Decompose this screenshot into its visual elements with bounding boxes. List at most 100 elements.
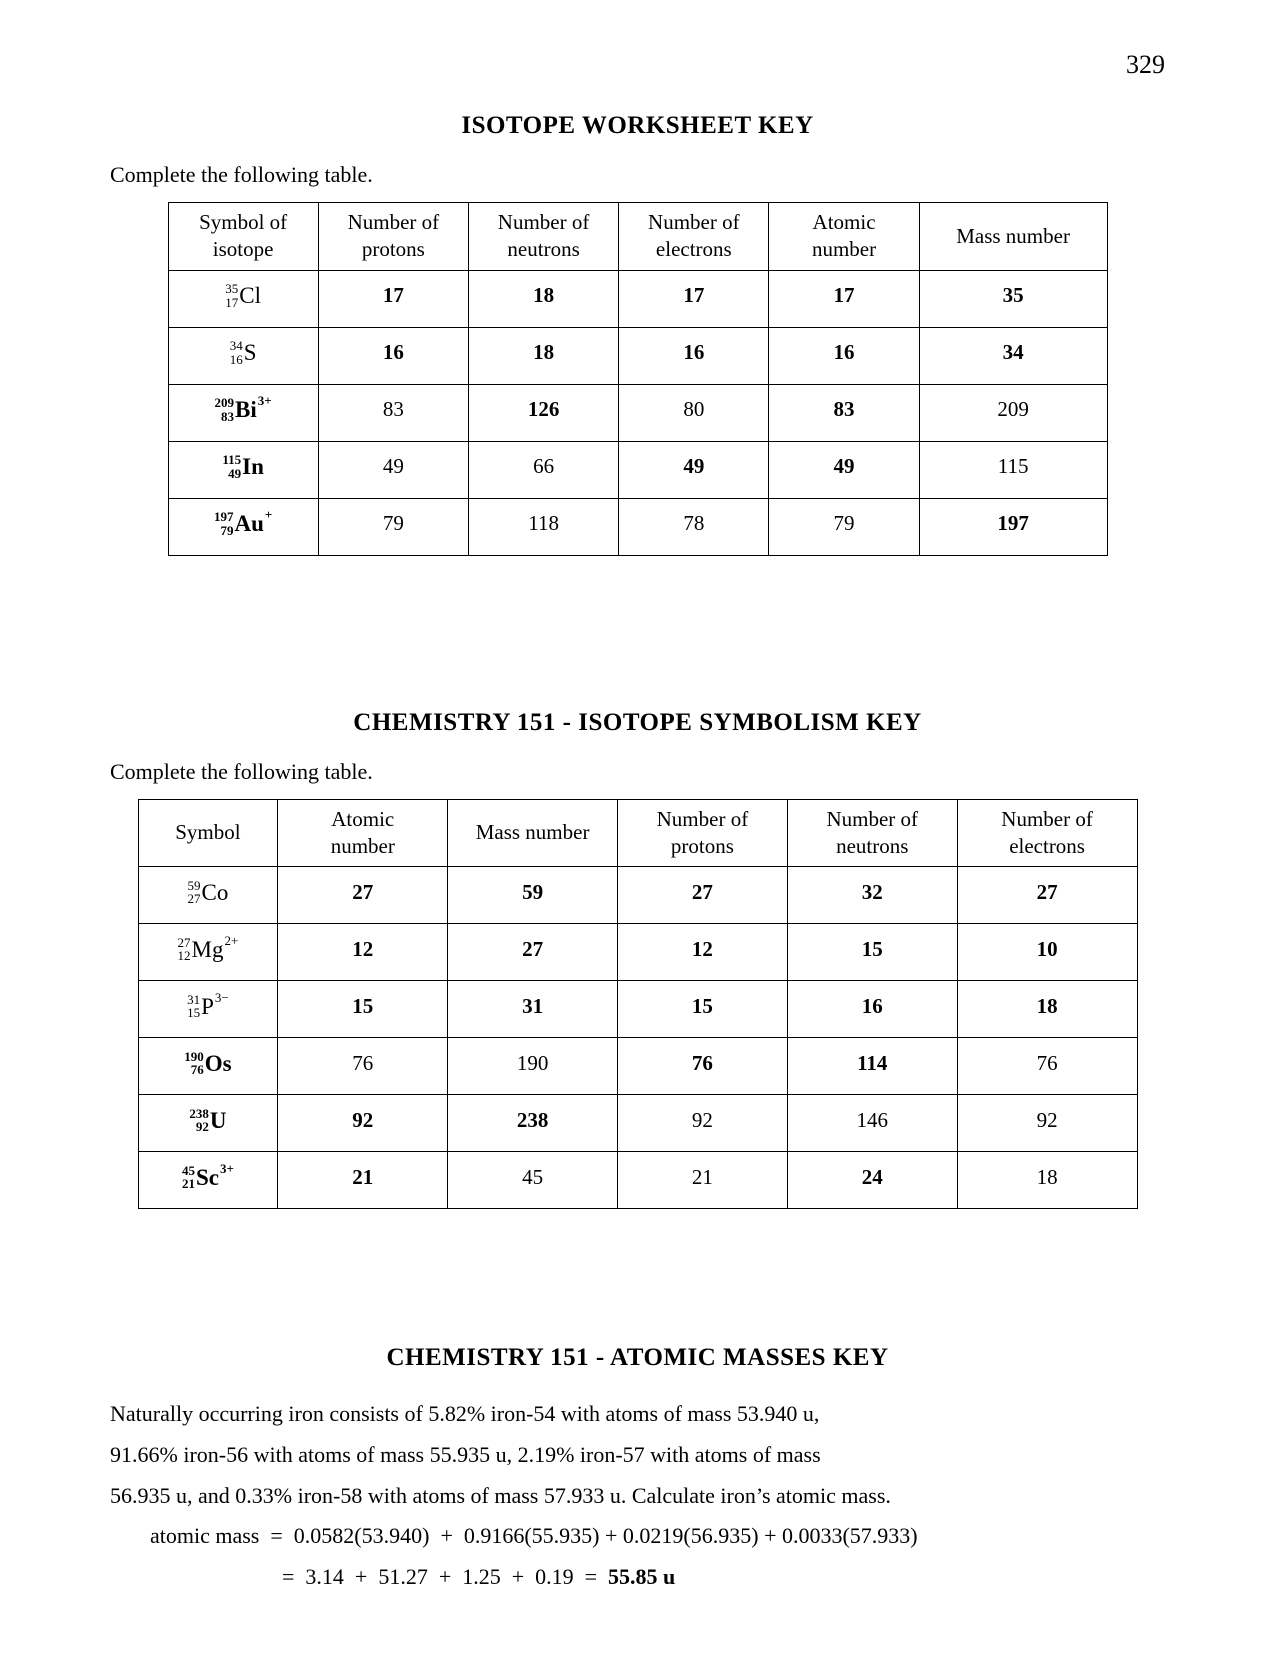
value-cell: 21 — [618, 1152, 788, 1209]
value-cell: 16 — [787, 981, 957, 1038]
value-cell: 10 — [957, 924, 1137, 981]
calc-label: atomic mass — [150, 1523, 259, 1548]
value-cell: 27 — [957, 867, 1137, 924]
symbol-cell: 3115P3− — [138, 981, 278, 1038]
section1-title: ISOTOPE WORKSHEET KEY — [110, 112, 1165, 140]
symbol-cell: 20983Bi3+ — [168, 384, 318, 441]
column-header: Symbol ofisotope — [168, 203, 318, 271]
value-cell: 34 — [919, 327, 1107, 384]
symbol-cell: 19076Os — [138, 1038, 278, 1095]
value-cell: 126 — [468, 384, 618, 441]
value-cell: 78 — [619, 498, 769, 555]
value-cell: 18 — [957, 1152, 1137, 1209]
value-cell: 27 — [278, 867, 448, 924]
table-row: 23892U922389214692 — [138, 1095, 1137, 1152]
value-cell: 18 — [468, 327, 618, 384]
value-cell: 238 — [448, 1095, 618, 1152]
column-header: Number ofprotons — [618, 799, 788, 867]
isotope-symbol: 19779Au+ — [214, 510, 272, 537]
calc-answer: 55.85 u — [608, 1564, 675, 1589]
value-cell: 17 — [619, 270, 769, 327]
symbol-cell: 4521Sc3+ — [138, 1152, 278, 1209]
calc-line-2: = 3.14 + 51.27 + 1.25 + 0.19 = 55.85 u — [282, 1557, 1165, 1598]
problem-text: Naturally occurring iron consists of 5.8… — [110, 1394, 1165, 1516]
table-row: 11549In49664949115 — [168, 441, 1107, 498]
symbol-cell: 11549In — [168, 441, 318, 498]
symbol-cell: 3416S — [168, 327, 318, 384]
value-cell: 32 — [787, 867, 957, 924]
isotope-symbol: 5927Co — [188, 879, 229, 906]
column-header: Atomicnumber — [278, 799, 448, 867]
table-row: 3416S1618161634 — [168, 327, 1107, 384]
value-cell: 27 — [448, 924, 618, 981]
isotope-symbol: 23892U — [189, 1107, 226, 1134]
value-cell: 209 — [919, 384, 1107, 441]
isotope-symbol: 3517Cl — [225, 282, 261, 309]
section-spacer — [110, 1209, 1165, 1279]
symbol-cell: 19779Au+ — [168, 498, 318, 555]
value-cell: 17 — [769, 270, 919, 327]
section2-title: CHEMISTRY 151 - ISOTOPE SYMBOLISM KEY — [110, 709, 1165, 737]
table-row: 2712Mg2+1227121510 — [138, 924, 1137, 981]
isotope-symbol: 11549In — [222, 453, 264, 480]
value-cell: 15 — [787, 924, 957, 981]
symbol-cell: 23892U — [138, 1095, 278, 1152]
calc-rhs: 0.0582(53.940) + 0.9166(55.935) + 0.0219… — [294, 1523, 918, 1548]
isotope-symbol: 20983Bi3+ — [215, 396, 272, 423]
table-row: 19779Au+791187879197 — [168, 498, 1107, 555]
value-cell: 12 — [278, 924, 448, 981]
table-row: 4521Sc3+2145212418 — [138, 1152, 1137, 1209]
value-cell: 79 — [318, 498, 468, 555]
value-cell: 12 — [618, 924, 788, 981]
column-header: Number ofelectrons — [957, 799, 1137, 867]
value-cell: 197 — [919, 498, 1107, 555]
problem-line: 91.66% iron-56 with atoms of mass 55.935… — [110, 1435, 1165, 1476]
worksheet-page: 329 ISOTOPE WORKSHEET KEY Complete the f… — [0, 0, 1275, 1658]
value-cell: 80 — [619, 384, 769, 441]
section3-title: CHEMISTRY 151 - ATOMIC MASSES KEY — [110, 1344, 1165, 1372]
value-cell: 45 — [448, 1152, 618, 1209]
symbol-cell: 5927Co — [138, 867, 278, 924]
isotope-table-1: Symbol ofisotopeNumber ofprotons Number o… — [168, 202, 1108, 556]
value-cell: 83 — [318, 384, 468, 441]
value-cell: 31 — [448, 981, 618, 1038]
value-cell: 66 — [468, 441, 618, 498]
problem-line: 56.935 u, and 0.33% iron-58 with atoms o… — [110, 1476, 1165, 1517]
value-cell: 190 — [448, 1038, 618, 1095]
column-header: Atomicnumber — [769, 203, 919, 271]
table-row: 3517Cl1718171735 — [168, 270, 1107, 327]
value-cell: 114 — [787, 1038, 957, 1095]
value-cell: 18 — [957, 981, 1137, 1038]
isotope-symbol: 2712Mg2+ — [178, 936, 239, 963]
value-cell: 17 — [318, 270, 468, 327]
calculation-work: atomic mass = 0.0582(53.940) + 0.9166(55… — [150, 1516, 1165, 1597]
value-cell: 24 — [787, 1152, 957, 1209]
isotope-symbol: 4521Sc3+ — [182, 1164, 234, 1191]
value-cell: 115 — [919, 441, 1107, 498]
value-cell: 18 — [468, 270, 618, 327]
isotope-symbol: 3416S — [230, 339, 257, 366]
value-cell: 92 — [618, 1095, 788, 1152]
column-header: Number ofprotons — [318, 203, 468, 271]
column-header: Number ofelectrons — [619, 203, 769, 271]
problem-line: Naturally occurring iron consists of 5.8… — [110, 1394, 1165, 1435]
section-spacer — [110, 556, 1165, 644]
value-cell: 146 — [787, 1095, 957, 1152]
column-header: Mass number — [448, 799, 618, 867]
value-cell: 76 — [957, 1038, 1137, 1095]
symbol-cell: 2712Mg2+ — [138, 924, 278, 981]
value-cell: 21 — [278, 1152, 448, 1209]
isotope-table-2: SymbolAtomicnumberMass numberNumber ofpr… — [138, 799, 1138, 1210]
value-cell: 16 — [769, 327, 919, 384]
table-row: 3115P3−1531151618 — [138, 981, 1137, 1038]
value-cell: 76 — [618, 1038, 788, 1095]
value-cell: 83 — [769, 384, 919, 441]
calc-sum: = 3.14 + 51.27 + 1.25 + 0.19 = — [282, 1564, 608, 1589]
value-cell: 35 — [919, 270, 1107, 327]
table-row: 20983Bi3+831268083209 — [168, 384, 1107, 441]
isotope-symbol: 3115P3− — [187, 993, 229, 1020]
column-header: Symbol — [138, 799, 278, 867]
column-header: Number ofneutrons — [787, 799, 957, 867]
table-row: 5927Co2759273227 — [138, 867, 1137, 924]
value-cell: 49 — [769, 441, 919, 498]
